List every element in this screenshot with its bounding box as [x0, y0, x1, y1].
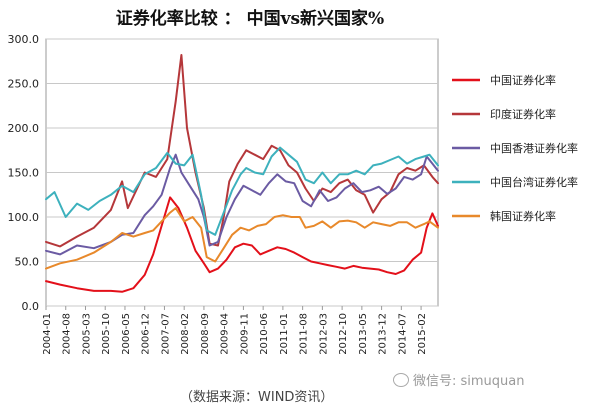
x-tick-label: 2009-11 — [239, 313, 250, 355]
x-tick-label: 2007-07 — [160, 313, 171, 355]
x-tick-label: 2008-09 — [200, 313, 211, 355]
x-tick-label: 2014-07 — [397, 313, 408, 355]
series-line-1 — [45, 196, 439, 293]
x-tick-label: 2011-01 — [279, 313, 290, 355]
wechat-icon — [393, 373, 409, 387]
x-tick-label: 2009-04 — [220, 313, 231, 355]
x-tick-label: 2010-06 — [259, 313, 270, 355]
y-tick-label: 300.0 — [8, 33, 40, 46]
x-tick-label: 2005-10 — [101, 313, 112, 355]
legend-label-3: 中国香港证券化率 — [490, 141, 578, 155]
legend-label-4: 中国台湾证券化率 — [490, 175, 578, 189]
y-tick-label: 100.0 — [8, 211, 40, 224]
x-tick-label: 2006-12 — [141, 313, 152, 355]
series-line-4 — [45, 146, 439, 236]
x-tick-label: 2008-02 — [180, 313, 191, 355]
x-tick-label: 2006-05 — [121, 313, 132, 355]
x-tick-label: 2012-10 — [338, 313, 349, 355]
legend-label-2: 印度证券化率 — [490, 107, 556, 121]
x-tick-label: 2005-03 — [81, 313, 92, 355]
series-line-5 — [45, 207, 439, 270]
y-tick-label: 50.0 — [15, 256, 40, 269]
y-tick-label: 200.0 — [8, 122, 40, 135]
legend-label-1: 中国证券化率 — [490, 73, 556, 87]
x-tick-label: 2013-12 — [378, 313, 389, 355]
x-tick-label: 2015-02 — [417, 313, 428, 355]
x-tick-label: 2011-08 — [299, 313, 310, 355]
chart-title: 证券化率比较 ： 中国vs新兴国家% — [115, 9, 385, 29]
chart-source-note: （数据来源：WIND资讯） — [180, 390, 334, 405]
y-tick-label: 150.0 — [8, 167, 40, 180]
y-tick-label: 250.0 — [8, 78, 40, 91]
x-tick-label: 2004-08 — [62, 313, 73, 355]
watermark: 微信号: simuquan — [393, 370, 525, 389]
x-tick-label: 2013-05 — [358, 313, 369, 355]
watermark-text: 微信号: simuquan — [413, 374, 525, 389]
legend-label-5: 韩国证券化率 — [490, 209, 556, 223]
y-tick-label: 0.0 — [22, 300, 40, 313]
x-tick-label: 2004-01 — [42, 313, 53, 355]
x-tick-label: 2012-03 — [318, 313, 329, 355]
series-line-3 — [45, 153, 439, 256]
